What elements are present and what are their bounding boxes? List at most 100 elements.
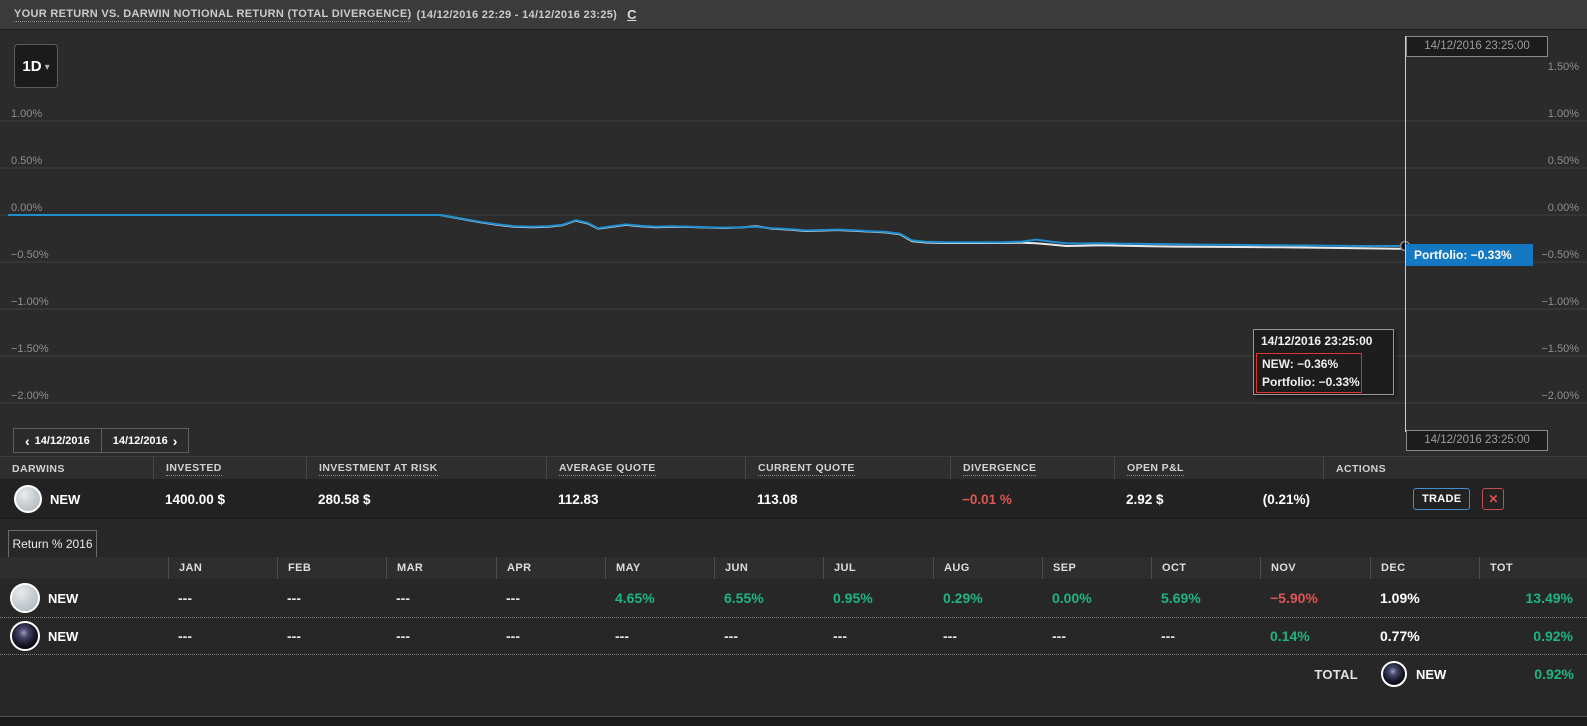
tooltip-new-value: NEW: −0.36% [1262, 355, 1361, 373]
open-pl-percent: (0.21%) [1263, 492, 1310, 507]
row-divider [0, 617, 1587, 618]
darwin-avatar [14, 485, 42, 513]
y-axis-tick-right: 1.00% [1548, 108, 1579, 120]
column-header-open-p-l: OPEN P&L [1114, 457, 1323, 480]
return-cell-may: --- [605, 618, 714, 654]
darwin-avatar [10, 621, 40, 651]
darwin-name: NEW [50, 492, 80, 507]
month-header-mar: MAR [386, 557, 496, 579]
darwin-cell[interactable]: NEW [0, 579, 168, 617]
y-axis-tick-right: 0.50% [1548, 155, 1579, 167]
monthly-return-section: Return % 2016 JANFEBMARAPRMAYJUNJULAUGSE… [0, 522, 1587, 726]
return-cell-jul: 0.95% [823, 579, 933, 617]
y-axis-tick-right: −1.00% [1541, 296, 1579, 308]
return-cell-oct: 5.69% [1151, 579, 1260, 617]
chart-tooltip: 14/12/2016 23:25:00 NEW: −0.36% Portfoli… [1253, 329, 1394, 395]
y-axis-tick-left: −2.00% [11, 390, 49, 402]
average-quote-cell: 112.83 [546, 479, 745, 519]
month-header-jul: JUL [823, 557, 933, 579]
month-header-nov: NOV [1260, 557, 1370, 579]
column-header-label: OPEN P&L [1127, 462, 1184, 476]
return-cell-apr: --- [496, 618, 605, 654]
crosshair-time-top: 14/12/2016 23:25:00 [1406, 36, 1548, 57]
chart-area[interactable]: 1.00%0.50%0.00%−0.50%−1.00%−1.50%−2.00% … [0, 30, 1587, 456]
panel-bottom-edge [0, 717, 1587, 726]
total-label: TOTAL [1280, 656, 1358, 692]
tooltip-values-box: NEW: −0.36% Portfolio: −0.33% [1256, 353, 1362, 393]
column-header-label: DIVERGENCE [963, 462, 1036, 476]
month-header-dec: DEC [1370, 557, 1479, 579]
column-header-average-quote: AVERAGE QUOTE [546, 457, 745, 480]
return-cell-mar: --- [386, 579, 496, 617]
return-cell-may: 4.65% [605, 579, 714, 617]
column-header-divergence: DIVERGENCE [950, 457, 1114, 480]
crosshair-line [1405, 36, 1406, 432]
column-header-label: DARWINS [12, 463, 65, 475]
trade-button[interactable]: TRADE [1413, 488, 1470, 510]
return-cell-aug: 0.29% [933, 579, 1042, 617]
month-header-aug: AUG [933, 557, 1042, 579]
column-header-darwins: DARWINS [0, 457, 153, 480]
total-return-value: 0.92% [1479, 656, 1574, 692]
return-cell-jan: --- [168, 618, 277, 654]
return-cell-mar: --- [386, 618, 496, 654]
chevron-right-icon: › [173, 436, 178, 446]
timeframe-dropdown[interactable]: 1D ▾ [14, 44, 58, 88]
total-portfolio-name: NEW [1416, 656, 1446, 692]
y-axis-tick-left: −0.50% [11, 249, 49, 261]
monthly-return-row: NEW------------4.65%6.55%0.95%0.29%0.00%… [0, 579, 1587, 617]
return-cell-dec: 0.77% [1370, 618, 1479, 654]
y-axis-tick-right: −0.50% [1541, 249, 1579, 261]
total-row: TOTAL NEW 0.92% [0, 656, 1587, 692]
y-axis-tick-left: −1.50% [11, 343, 49, 355]
y-axis-tick-left: 0.00% [11, 202, 42, 214]
darwin-avatar [10, 583, 40, 613]
refresh-icon[interactable]: C [627, 7, 636, 22]
month-header-sep: SEP [1042, 557, 1151, 579]
return-cell-jul: --- [823, 618, 933, 654]
month-header-jan: JAN [168, 557, 277, 579]
y-axis-tick-right: 1.50% [1548, 61, 1579, 73]
return-cell-aug: --- [933, 618, 1042, 654]
y-axis-tick-right: −1.50% [1541, 343, 1579, 355]
column-header-current-quote: CURRENT QUOTE [745, 457, 950, 480]
portfolio-value-badge: Portfolio: −0.33% [1406, 244, 1533, 266]
month-header-may: MAY [605, 557, 714, 579]
darwin-cell[interactable]: NEW [0, 618, 168, 654]
return-cell-apr: --- [496, 579, 605, 617]
chart-title-bar: YOUR RETURN VS. DARWIN NOTIONAL RETURN (… [0, 0, 1587, 30]
column-header-label: ACTIONS [1336, 463, 1386, 475]
column-header-investment-at-risk: INVESTMENT AT RISK [306, 457, 546, 480]
row-divider [0, 654, 1587, 655]
divergence-cell: −0.01 % [950, 479, 1114, 519]
tooltip-portfolio-value: Portfolio: −0.33% [1262, 373, 1361, 391]
prev-day-button[interactable]: ‹ 14/12/2016 [13, 428, 102, 453]
monthly-return-row: NEW------------------------------0.14%0.… [0, 618, 1587, 654]
close-position-button[interactable]: ✕ [1482, 488, 1504, 510]
chart-title-date-range: (14/12/2016 22:29 - 14/12/2016 23:25) [416, 9, 617, 21]
month-header-oct: OCT [1151, 557, 1260, 579]
open-pl-cell: 2.92 $ (0.21%) [1114, 479, 1323, 519]
prev-day-label: 14/12/2016 [35, 435, 90, 447]
column-header-label: CURRENT QUOTE [758, 462, 855, 476]
positions-table-header: DARWINS INVESTED INVESTMENT AT RISK AVERAGE… [0, 456, 1587, 479]
timeframe-value: 1D [22, 58, 41, 75]
return-cell-jan: --- [168, 579, 277, 617]
column-header-label: AVERAGE QUOTE [559, 462, 656, 476]
next-day-button[interactable]: 14/12/2016 › [101, 428, 190, 453]
open-pl-value: 2.92 $ [1126, 492, 1164, 507]
month-header-feb: FEB [277, 557, 386, 579]
current-quote-cell: 113.08 [745, 479, 950, 519]
return-cell-jun: --- [714, 618, 823, 654]
darwin-cell[interactable]: NEW [0, 479, 153, 519]
column-header-label: INVESTED [166, 462, 222, 476]
return-cell-tot: 13.49% [1479, 579, 1587, 617]
return-cell-sep: --- [1042, 618, 1151, 654]
return-cell-nov: 0.14% [1260, 618, 1370, 654]
y-axis-tick-left: 0.50% [11, 155, 42, 167]
date-navigation: ‹ 14/12/2016 14/12/2016 › [13, 428, 189, 453]
month-header-jun: JUN [714, 557, 823, 579]
chart-title: YOUR RETURN VS. DARWIN NOTIONAL RETURN (… [14, 8, 411, 22]
tab-return-2016[interactable]: Return % 2016 [8, 530, 97, 557]
position-row: NEW 1400.00 $ 280.58 $ 112.83 113.08 −0.… [0, 479, 1587, 519]
